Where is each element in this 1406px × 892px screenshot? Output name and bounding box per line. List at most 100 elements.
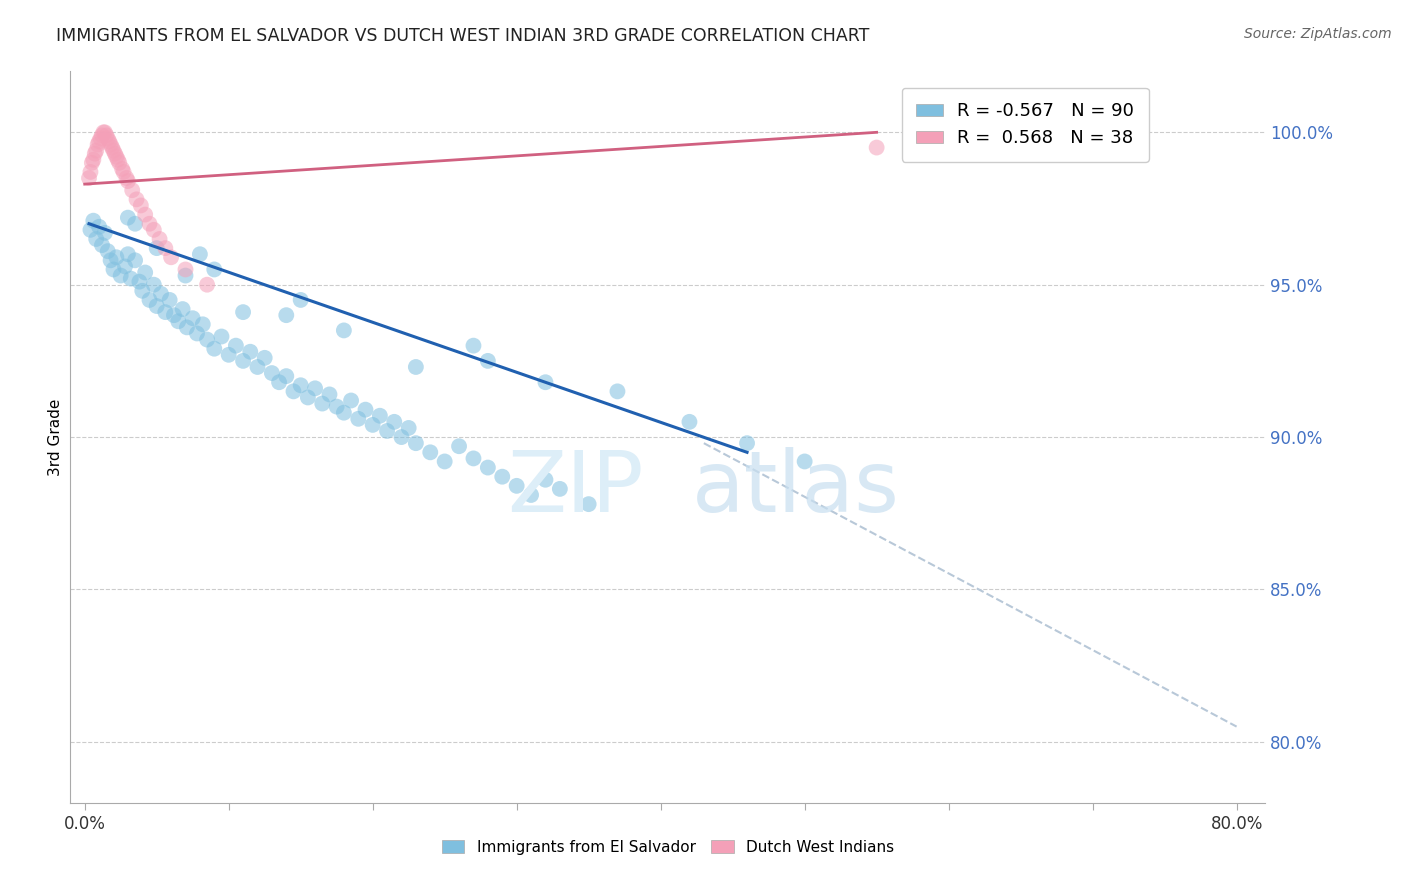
Point — [232, 354, 254, 368]
Point — [155, 305, 177, 319]
Point — [304, 381, 326, 395]
Point — [865, 140, 887, 154]
Point — [98, 135, 121, 149]
Point — [93, 125, 115, 139]
Point — [318, 387, 340, 401]
Point — [125, 193, 148, 207]
Point — [167, 314, 190, 328]
Point — [534, 473, 557, 487]
Point — [174, 268, 197, 283]
Point — [145, 241, 167, 255]
Point — [97, 131, 120, 145]
Point — [84, 232, 107, 246]
Point — [449, 439, 471, 453]
Point — [110, 268, 132, 283]
Text: Source: ZipAtlas.com: Source: ZipAtlas.com — [1244, 27, 1392, 41]
Point — [97, 244, 120, 259]
Point — [159, 293, 181, 307]
Point — [191, 318, 214, 332]
Point — [142, 277, 165, 292]
Text: IMMIGRANTS FROM EL SALVADOR VS DUTCH WEST INDIAN 3RD GRADE CORRELATION CHART: IMMIGRANTS FROM EL SALVADOR VS DUTCH WES… — [56, 27, 870, 45]
Point — [548, 482, 571, 496]
Point — [520, 488, 543, 502]
Point — [361, 417, 384, 432]
Point — [505, 479, 527, 493]
Point — [382, 415, 405, 429]
Point — [101, 140, 124, 154]
Point — [260, 366, 283, 380]
Point — [267, 376, 290, 390]
Point — [163, 308, 186, 322]
Point — [172, 302, 194, 317]
Point — [138, 293, 160, 307]
Point — [188, 247, 211, 261]
Point — [84, 144, 107, 158]
Point — [391, 430, 413, 444]
Point — [100, 253, 122, 268]
Point — [107, 153, 129, 167]
Point — [398, 421, 420, 435]
Point — [108, 156, 131, 170]
Point — [225, 339, 247, 353]
Point — [117, 174, 139, 188]
Point — [491, 469, 513, 483]
Point — [117, 247, 139, 261]
Point — [477, 460, 499, 475]
Point — [176, 320, 198, 334]
Point — [103, 144, 125, 158]
Point — [276, 369, 298, 384]
Point — [160, 250, 183, 264]
Point — [232, 305, 254, 319]
Point — [202, 342, 225, 356]
Point — [104, 146, 127, 161]
Point — [148, 232, 170, 246]
Point — [94, 226, 117, 240]
Point — [134, 208, 156, 222]
Point — [368, 409, 391, 423]
Point — [218, 348, 240, 362]
Point — [87, 135, 110, 149]
Point — [124, 253, 146, 268]
Text: ZIP: ZIP — [508, 447, 644, 530]
Point — [253, 351, 276, 365]
Point — [239, 344, 262, 359]
Point — [283, 384, 305, 399]
Point — [195, 277, 218, 292]
Point — [181, 311, 204, 326]
Point — [79, 223, 101, 237]
Point — [290, 378, 312, 392]
Point — [111, 161, 134, 176]
Point — [96, 128, 118, 143]
Point — [174, 262, 197, 277]
Point — [134, 266, 156, 280]
Point — [155, 241, 177, 255]
Point — [80, 156, 103, 170]
Point — [354, 402, 377, 417]
Point — [186, 326, 208, 341]
Point — [405, 359, 427, 374]
Point — [117, 211, 139, 225]
Point — [91, 128, 114, 143]
Point — [433, 454, 456, 468]
Point — [463, 339, 485, 353]
Point — [124, 217, 146, 231]
Point — [246, 359, 269, 374]
Point — [82, 213, 104, 227]
Point — [94, 125, 117, 139]
Point — [477, 354, 499, 368]
Point — [311, 396, 333, 410]
Point — [419, 445, 441, 459]
Point — [83, 146, 105, 161]
Point — [347, 412, 370, 426]
Point — [405, 436, 427, 450]
Point — [333, 323, 356, 337]
Point — [128, 275, 150, 289]
Point — [333, 406, 356, 420]
Point — [142, 223, 165, 237]
Y-axis label: 3rd Grade: 3rd Grade — [48, 399, 63, 475]
Point — [87, 219, 110, 234]
Legend: Immigrants from El Salvador, Dutch West Indians: Immigrants from El Salvador, Dutch West … — [436, 834, 900, 861]
Point — [90, 131, 112, 145]
Point — [534, 376, 557, 390]
Point — [202, 262, 225, 277]
